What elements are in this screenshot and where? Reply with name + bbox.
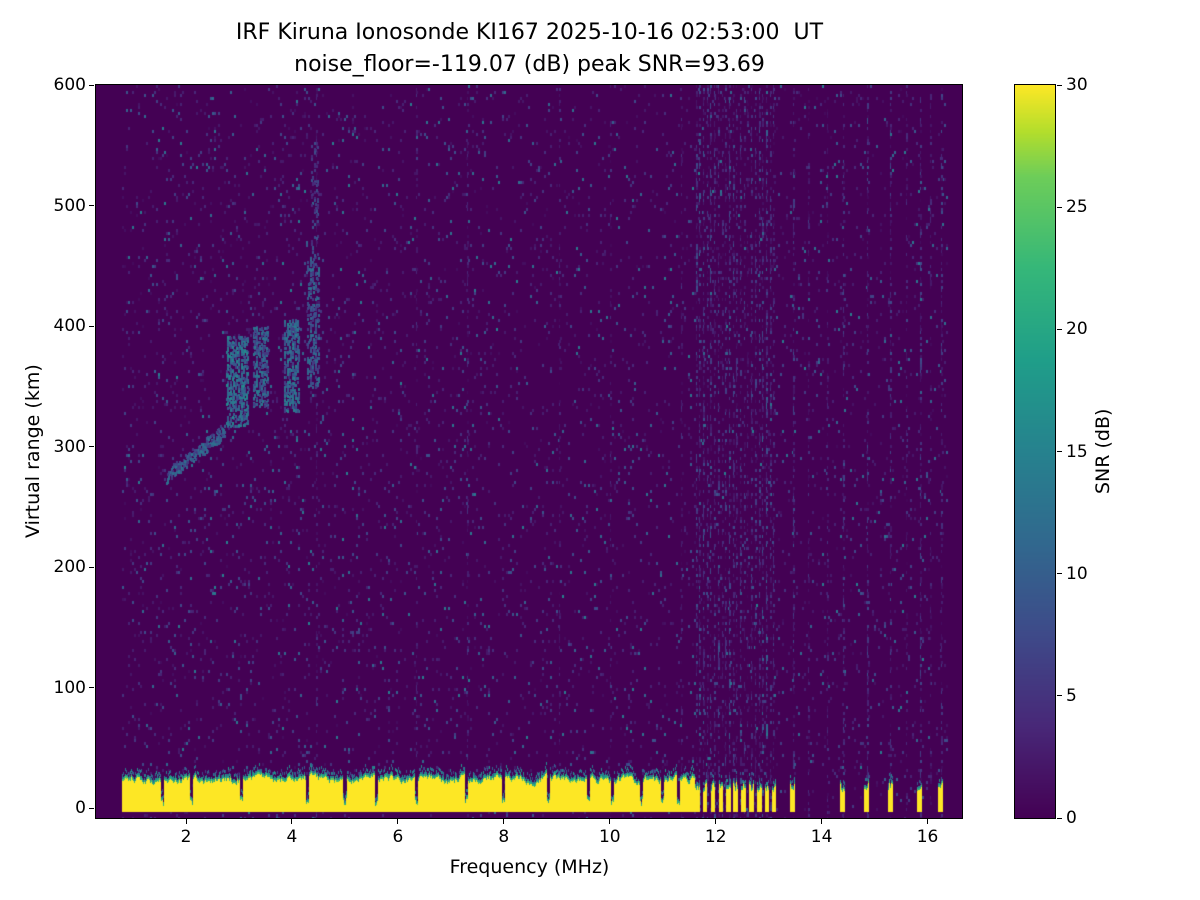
- x-tick-mark: [185, 819, 187, 824]
- plot-area: [95, 84, 963, 819]
- colorbar-label: SNR (dB): [1092, 408, 1114, 495]
- x-tick-label: 2: [180, 827, 192, 847]
- colorbar-tick-mark: [1057, 817, 1062, 819]
- x-tick-label: 16: [916, 827, 939, 847]
- x-tick-label: 14: [810, 827, 833, 847]
- y-tick-label: 600: [53, 75, 86, 95]
- y-tick-mark: [89, 807, 94, 809]
- colorbar: [1014, 84, 1056, 819]
- ionogram-heatmap: [96, 85, 962, 818]
- x-tick-mark: [291, 819, 293, 824]
- y-tick-label: 200: [53, 557, 86, 578]
- y-tick-label: 300: [53, 436, 86, 457]
- y-tick-mark: [89, 205, 94, 207]
- colorbar-tick-label: 0: [1066, 808, 1077, 828]
- x-tick-mark: [821, 819, 823, 824]
- colorbar-tick-label: 30: [1066, 75, 1088, 95]
- x-tick-label: 4: [286, 827, 298, 847]
- y-tick-label: 400: [53, 316, 86, 337]
- colorbar-tick-label: 5: [1066, 685, 1077, 706]
- x-tick-mark: [715, 819, 717, 824]
- colorbar-tick-label: 20: [1066, 319, 1088, 340]
- y-tick-mark: [89, 325, 94, 327]
- x-tick-label: 6: [392, 827, 404, 847]
- x-tick-label: 8: [498, 827, 510, 847]
- colorbar-tick-label: 15: [1066, 441, 1088, 462]
- colorbar-gradient: [1015, 85, 1055, 818]
- colorbar-tick-label: 25: [1066, 197, 1088, 218]
- y-tick-label: 500: [53, 195, 86, 216]
- x-tick-mark: [503, 819, 505, 824]
- y-tick-label: 100: [53, 677, 86, 698]
- colorbar-tick-mark: [1057, 84, 1062, 86]
- x-tick-label: 12: [704, 827, 727, 847]
- x-axis-label: Frequency (MHz): [449, 856, 610, 878]
- y-tick-mark: [89, 446, 94, 448]
- y-tick-mark: [89, 84, 94, 86]
- chart-title: IRF Kiruna Ionosonde KI167 2025-10-16 02…: [235, 20, 824, 45]
- colorbar-tick-label: 10: [1066, 563, 1088, 584]
- y-tick-mark: [89, 566, 94, 568]
- colorbar-tick-mark: [1057, 573, 1062, 575]
- colorbar-tick-mark: [1057, 451, 1062, 452]
- colorbar-tick-mark: [1057, 328, 1062, 330]
- colorbar-tick-mark: [1057, 206, 1062, 208]
- x-tick-mark: [609, 819, 611, 824]
- x-tick-label: 10: [598, 827, 621, 847]
- x-tick-mark: [927, 819, 929, 824]
- y-tick-mark: [89, 687, 94, 689]
- chart-subtitle: noise_floor=-119.07 (dB) peak SNR=93.69: [294, 52, 765, 77]
- x-tick-mark: [397, 819, 399, 824]
- y-tick-label: 0: [75, 798, 86, 819]
- colorbar-tick-mark: [1057, 695, 1062, 697]
